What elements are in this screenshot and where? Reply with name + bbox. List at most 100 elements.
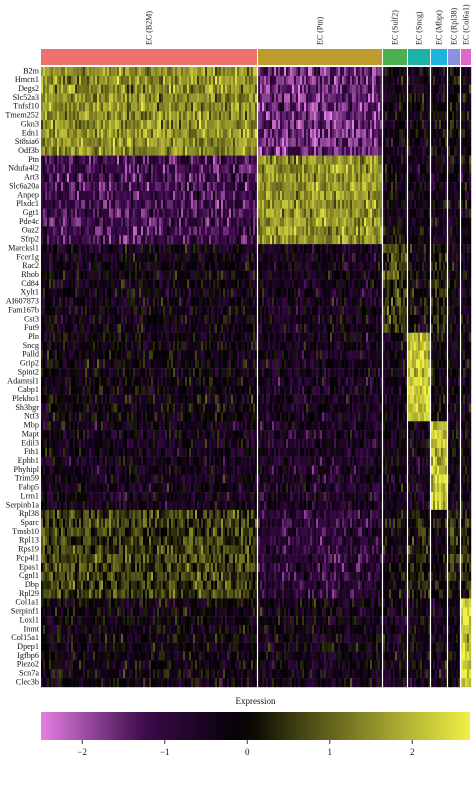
heatmap-cell bbox=[177, 75, 180, 85]
heatmap-cell bbox=[227, 270, 230, 280]
heatmap-cell bbox=[69, 456, 72, 466]
heatmap-cell bbox=[109, 84, 112, 94]
heatmap-cell bbox=[109, 217, 112, 227]
heatmap-cell bbox=[105, 253, 108, 263]
heatmap-cell bbox=[59, 120, 62, 130]
heatmap-cell bbox=[59, 217, 62, 227]
heatmap-cell bbox=[167, 235, 170, 245]
heatmap-cell bbox=[213, 84, 216, 94]
heatmap-cell bbox=[185, 199, 188, 209]
heatmap-cell bbox=[107, 182, 110, 192]
heatmap-cell bbox=[195, 394, 198, 404]
heatmap-cell bbox=[153, 332, 156, 342]
heatmap-cell bbox=[181, 129, 184, 139]
heatmap-cell bbox=[51, 341, 54, 351]
heatmap-cell bbox=[251, 350, 254, 360]
heatmap-cell bbox=[197, 297, 200, 307]
heatmap-cell bbox=[153, 439, 156, 449]
heatmap-cell bbox=[205, 199, 208, 209]
heatmap-cell bbox=[223, 368, 226, 378]
heatmap-cell bbox=[155, 226, 158, 236]
heatmap-cell bbox=[249, 235, 252, 245]
heatmap-cell bbox=[149, 439, 152, 449]
heatmap-cell bbox=[229, 341, 232, 351]
heatmap-cell bbox=[83, 155, 86, 165]
heatmap-cell bbox=[127, 332, 130, 342]
heatmap-cell bbox=[251, 385, 254, 395]
heatmap-cell bbox=[251, 421, 254, 431]
heatmap-cell bbox=[175, 75, 178, 85]
heatmap-cell bbox=[235, 412, 238, 422]
heatmap-cell bbox=[207, 377, 210, 387]
heatmap-cell bbox=[59, 447, 62, 457]
heatmap-cell bbox=[129, 199, 132, 209]
heatmap-cell bbox=[133, 102, 136, 112]
heatmap-cell bbox=[61, 385, 64, 395]
heatmap-cell bbox=[97, 412, 100, 422]
heatmap-cell bbox=[67, 385, 70, 395]
heatmap-cell bbox=[247, 385, 250, 395]
heatmap-cell bbox=[187, 155, 190, 165]
heatmap-cell bbox=[193, 377, 196, 387]
heatmap-cell bbox=[207, 137, 210, 147]
heatmap-cell bbox=[57, 465, 60, 475]
heatmap-cell bbox=[103, 430, 106, 440]
heatmap-cell bbox=[101, 279, 104, 289]
heatmap-cell bbox=[65, 182, 68, 192]
heatmap-cell bbox=[83, 412, 86, 422]
heatmap-cell bbox=[49, 120, 52, 130]
heatmap-cell bbox=[137, 394, 140, 404]
heatmap-cell bbox=[243, 439, 246, 449]
heatmap-cell bbox=[141, 341, 144, 351]
heatmap-cell bbox=[143, 120, 146, 130]
heatmap-cell bbox=[239, 403, 242, 413]
heatmap-cell bbox=[171, 173, 174, 183]
heatmap-cell bbox=[173, 439, 176, 449]
heatmap-cell bbox=[157, 403, 160, 413]
heatmap-cell bbox=[45, 306, 48, 316]
heatmap-cell bbox=[223, 261, 226, 271]
heatmap-cell bbox=[157, 129, 160, 139]
heatmap-cell bbox=[97, 191, 100, 201]
heatmap-cell bbox=[181, 155, 184, 165]
heatmap-cell bbox=[143, 368, 146, 378]
heatmap-cell bbox=[159, 288, 162, 298]
heatmap-cell bbox=[195, 323, 198, 333]
heatmap-cell bbox=[133, 465, 136, 475]
heatmap-cell bbox=[177, 84, 180, 94]
heatmap-cell bbox=[51, 421, 54, 431]
heatmap-cell bbox=[245, 261, 248, 271]
heatmap-cell bbox=[41, 412, 44, 422]
heatmap-cell bbox=[99, 412, 102, 422]
heatmap-cell bbox=[123, 226, 126, 236]
heatmap-cell bbox=[87, 421, 90, 431]
heatmap-cell bbox=[87, 120, 90, 130]
heatmap-cell bbox=[185, 261, 188, 271]
heatmap-cell bbox=[255, 350, 258, 360]
heatmap-cell bbox=[193, 146, 196, 156]
heatmap-cell bbox=[47, 332, 50, 342]
heatmap-cell bbox=[135, 412, 138, 422]
heatmap-cell bbox=[221, 217, 224, 227]
heatmap-cell bbox=[65, 173, 68, 183]
heatmap-cell bbox=[43, 288, 46, 298]
heatmap-cell bbox=[83, 315, 86, 325]
heatmap-cell bbox=[229, 306, 232, 316]
heatmap-cell bbox=[179, 235, 182, 245]
heatmap-cell bbox=[41, 297, 44, 307]
heatmap-cell bbox=[171, 439, 174, 449]
heatmap-cell bbox=[93, 191, 96, 201]
heatmap-cell bbox=[131, 332, 134, 342]
heatmap-cell bbox=[193, 297, 196, 307]
heatmap-cell bbox=[163, 403, 166, 413]
heatmap-cell bbox=[237, 199, 240, 209]
heatmap-cell bbox=[131, 377, 134, 387]
heatmap-cell bbox=[253, 341, 256, 351]
heatmap-cell bbox=[189, 447, 192, 457]
heatmap-cell bbox=[117, 403, 120, 413]
heatmap-cell bbox=[49, 403, 52, 413]
heatmap-cell bbox=[253, 368, 256, 378]
heatmap-cell bbox=[143, 394, 146, 404]
heatmap-cell bbox=[181, 235, 184, 245]
heatmap-cell bbox=[63, 93, 66, 103]
